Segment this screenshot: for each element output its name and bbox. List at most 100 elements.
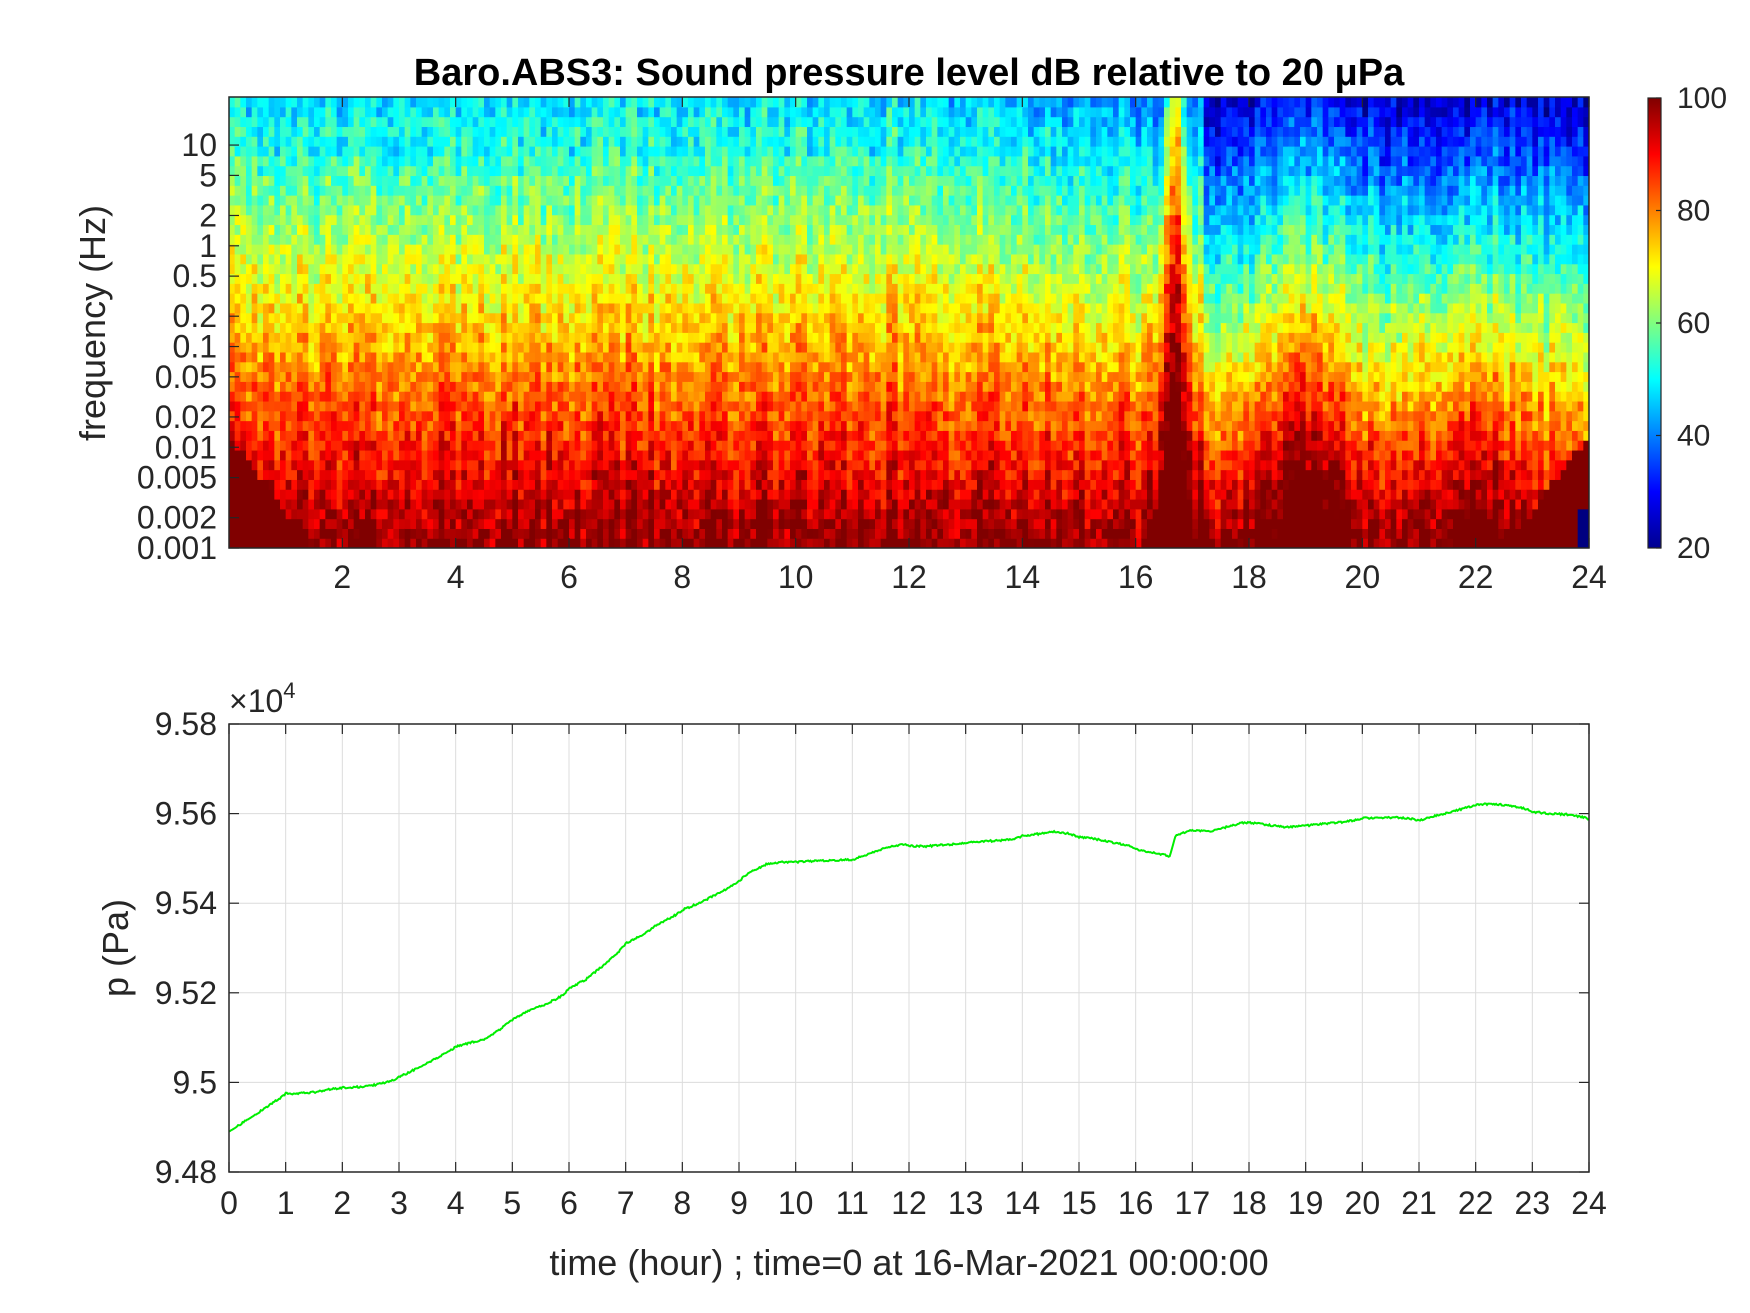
spectrogram-cell (580, 479, 587, 490)
spectrogram-cell (268, 371, 275, 382)
spectrogram-cell (727, 293, 734, 304)
spectrogram-cell (722, 312, 729, 324)
spectrogram-cell (608, 175, 615, 186)
spectrogram-cell (682, 479, 689, 490)
spectrogram-cell (710, 146, 717, 157)
spectrogram-cell (682, 126, 689, 137)
spectrogram-cell (314, 342, 321, 353)
spectrogram-cell (319, 410, 326, 422)
spectrogram-cell (535, 302, 542, 314)
spectrogram-cell (574, 469, 581, 480)
spectrogram-cell (523, 244, 530, 255)
spectrogram-cell (648, 410, 655, 422)
spectrogram-cell (308, 371, 315, 382)
spectrogram-cell (359, 185, 366, 196)
spectrogram-cell (608, 410, 615, 422)
spectrogram-cell (387, 106, 394, 118)
spectrogram-cell (790, 97, 797, 108)
spectrogram-cell (314, 116, 321, 128)
spectrogram-cell (444, 420, 451, 431)
spectrogram-cell (433, 155, 440, 167)
spectrogram-cell (518, 498, 525, 510)
spectrogram-cell (387, 449, 394, 461)
spectrogram-cell (240, 273, 247, 284)
spectrogram-cell (410, 528, 417, 539)
spectrogram-cell (693, 116, 700, 128)
spectrogram-cell (484, 332, 491, 343)
spectrogram-cell (829, 538, 836, 548)
spectrogram-cell (467, 195, 474, 206)
spectrogram-cell (365, 469, 372, 480)
spectrogram-cell (546, 479, 553, 490)
spectrogram-cell (535, 469, 542, 480)
spectrogram-cell (637, 165, 644, 177)
spectrogram-cell (733, 283, 740, 294)
spectrogram-cell (455, 351, 462, 363)
spectrogram-cell (801, 332, 808, 343)
spectrogram-cell (750, 97, 757, 108)
spectrogram-cell (348, 528, 355, 539)
spectrogram-cell (353, 449, 360, 461)
spectrogram-cell (654, 322, 661, 333)
spectrogram-cell (710, 136, 717, 147)
spectrogram-cell (421, 302, 428, 314)
spectrogram-cell (478, 498, 485, 510)
spectrogram-cell (807, 136, 814, 147)
spectrogram-cell (761, 126, 768, 137)
spectrogram-cell (467, 489, 474, 500)
spectrogram-cell (512, 322, 519, 333)
spectrogram-cell (399, 430, 406, 441)
spectrogram-cell (795, 273, 802, 284)
spectrogram-cell (637, 195, 644, 206)
spectrogram-cell (336, 106, 343, 118)
spectrogram-cell (421, 469, 428, 480)
spectrogram-cell (586, 165, 593, 177)
spectrogram-cell (246, 204, 253, 216)
spectrogram-cell (829, 195, 836, 206)
spectrogram-cell (824, 538, 831, 548)
spectrogram-cell (489, 479, 496, 490)
spectrogram-cell (790, 410, 797, 422)
spectrogram-cell (336, 508, 343, 520)
spectrogram-cell (302, 371, 309, 382)
spectrogram-cell (348, 410, 355, 422)
spectrogram-cell (563, 302, 570, 314)
spectrogram-cell (829, 371, 836, 382)
spectrogram-cell (302, 410, 309, 422)
spectrogram-cell (376, 263, 383, 275)
spectrogram-cell (716, 342, 723, 353)
spectrogram-cell (444, 489, 451, 500)
spectrogram-cell (824, 322, 831, 333)
spectrogram-cell (387, 518, 394, 529)
spectrogram-cell (705, 273, 712, 284)
spectrogram-cell (467, 342, 474, 353)
spectrogram-cell (722, 253, 729, 265)
spectrogram-cell (444, 244, 451, 255)
spectrogram-cell (773, 234, 780, 245)
spectrogram-cell (778, 106, 785, 118)
spectrogram-cell (308, 400, 315, 412)
spectrogram-cell (444, 136, 451, 147)
spectrogram-cell (631, 489, 638, 500)
spectrogram-cell (552, 430, 559, 441)
spectrogram-cell (569, 400, 576, 412)
spectrogram-cell (620, 371, 627, 382)
spectrogram-cell (234, 234, 241, 245)
spectrogram-cell (693, 469, 700, 480)
spectrogram-cell (773, 244, 780, 255)
spectrogram-cell (710, 342, 717, 353)
spectrogram-cell (535, 273, 542, 284)
spectrogram-cell (824, 302, 831, 314)
spectrogram-cell (229, 361, 236, 373)
spectrogram-cell (450, 518, 457, 529)
spectrogram-cell (688, 283, 695, 294)
spectrogram-cell (387, 204, 394, 216)
spectrogram-cell (444, 97, 451, 108)
spectrogram-cell (580, 185, 587, 196)
spectrogram-cell (841, 528, 848, 539)
spectrogram-cell (416, 244, 423, 255)
spectrogram-cell (365, 440, 372, 451)
spectrogram-cell (608, 400, 615, 412)
spectrogram-cell (529, 214, 536, 226)
spectrogram-cell (268, 283, 275, 294)
